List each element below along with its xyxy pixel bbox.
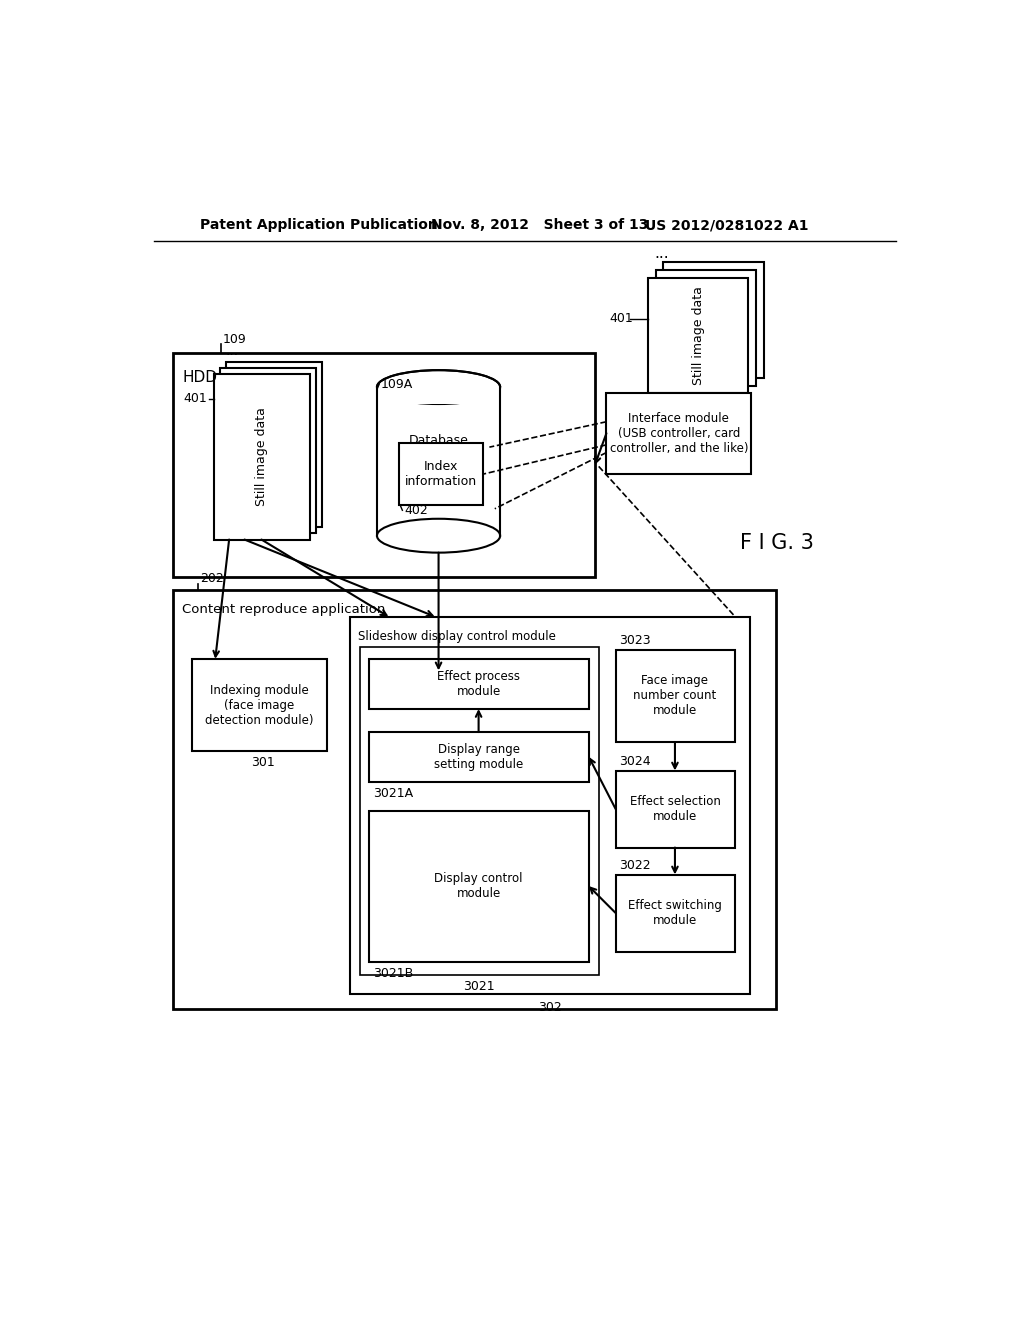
- Text: Content reproduce application: Content reproduce application: [182, 603, 385, 616]
- Text: ...: ...: [225, 345, 239, 358]
- Text: Nov. 8, 2012   Sheet 3 of 13: Nov. 8, 2012 Sheet 3 of 13: [431, 218, 648, 232]
- Bar: [648, 277, 749, 393]
- Bar: [655, 271, 756, 385]
- Bar: [615, 771, 735, 847]
- Bar: [664, 263, 764, 378]
- Text: Interface module
(USB controller, card
controller, and the like): Interface module (USB controller, card c…: [609, 412, 749, 455]
- Bar: [606, 393, 752, 474]
- Text: US 2012/0281022 A1: US 2012/0281022 A1: [645, 218, 808, 232]
- Bar: [220, 368, 316, 533]
- Bar: [370, 659, 589, 709]
- Ellipse shape: [377, 370, 500, 404]
- Text: Display control
module: Display control module: [434, 873, 523, 900]
- Text: 3022: 3022: [620, 859, 651, 871]
- Text: F I G. 3: F I G. 3: [740, 533, 814, 553]
- Text: Effect selection
module: Effect selection module: [630, 795, 721, 824]
- Bar: [615, 649, 735, 742]
- Text: 3023: 3023: [620, 634, 651, 647]
- Bar: [173, 354, 595, 577]
- Bar: [370, 812, 589, 961]
- Text: Patent Application Publication: Patent Application Publication: [200, 218, 437, 232]
- Text: 402: 402: [403, 504, 428, 517]
- Text: Face image
number count
module: Face image number count module: [633, 675, 717, 717]
- Bar: [377, 387, 500, 536]
- Bar: [350, 616, 751, 994]
- Text: Index
information: Index information: [404, 461, 477, 488]
- Bar: [615, 874, 735, 952]
- Text: 109A: 109A: [381, 378, 413, 391]
- Text: Database: Database: [409, 434, 469, 447]
- Text: 401: 401: [184, 392, 208, 405]
- Text: Effect switching
module: Effect switching module: [628, 899, 722, 927]
- Text: 3021: 3021: [464, 979, 496, 993]
- Text: Display range
setting module: Display range setting module: [434, 743, 523, 771]
- Bar: [377, 387, 500, 404]
- Ellipse shape: [377, 519, 500, 553]
- Bar: [370, 733, 589, 781]
- Text: Still image data: Still image data: [691, 286, 705, 385]
- Text: 3024: 3024: [620, 755, 651, 768]
- Bar: [193, 659, 327, 751]
- Bar: [360, 647, 599, 974]
- Text: Indexing module
(face image
detection module): Indexing module (face image detection mo…: [205, 684, 313, 726]
- Text: 202: 202: [200, 572, 223, 585]
- Text: 302: 302: [539, 1001, 562, 1014]
- Bar: [214, 374, 310, 540]
- Bar: [173, 590, 776, 1010]
- Text: Effect process
module: Effect process module: [437, 669, 520, 697]
- Text: 109: 109: [223, 333, 247, 346]
- Text: 3021A: 3021A: [373, 787, 414, 800]
- Text: HDD: HDD: [182, 370, 217, 385]
- Text: 3021B: 3021B: [373, 966, 414, 979]
- Bar: [226, 362, 323, 527]
- Text: 301: 301: [251, 756, 274, 770]
- Text: 401: 401: [609, 312, 633, 325]
- Bar: [398, 444, 483, 506]
- Text: Slideshow display control module: Slideshow display control module: [357, 631, 556, 643]
- Text: ...: ...: [654, 246, 669, 260]
- Text: Still image data: Still image data: [255, 407, 268, 506]
